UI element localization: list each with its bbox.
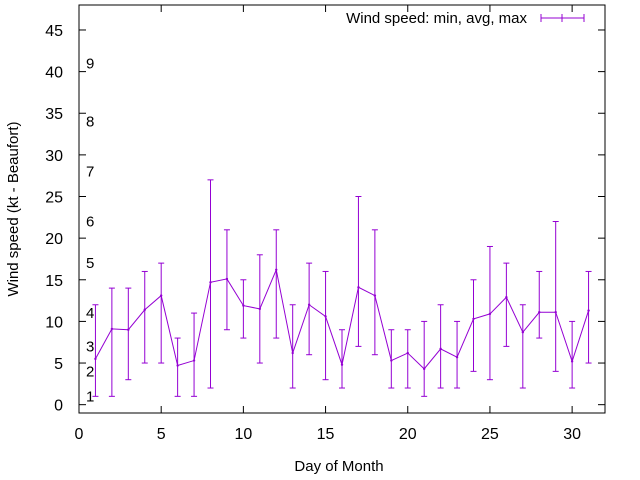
avg-point [505, 296, 508, 299]
avg-point [324, 315, 327, 318]
x-tick-label: 30 [563, 426, 581, 443]
avg-point [538, 311, 541, 314]
avg-point [209, 281, 212, 284]
y-tick-label: 35 [45, 106, 63, 123]
y-tick-label: 40 [45, 65, 63, 82]
avg-point [94, 357, 97, 361]
beaufort-label: 4 [86, 305, 94, 322]
avg-point [307, 303, 311, 306]
avg-point [373, 294, 377, 297]
avg-point [242, 304, 245, 307]
avg-point [357, 286, 360, 289]
beaufort-label: 2 [86, 363, 94, 380]
avg-point [554, 311, 557, 314]
beaufort-label: 8 [86, 114, 94, 131]
y-tick-label: 20 [45, 231, 63, 248]
x-tick-label: 10 [234, 426, 252, 443]
avg-point [488, 312, 492, 316]
legend: Wind speed: min, avg, max [346, 10, 585, 27]
avg-point [455, 356, 459, 359]
avg-point [472, 317, 475, 321]
avg-point [159, 294, 163, 297]
avg-point [127, 328, 130, 331]
avg-point [570, 360, 574, 363]
beaufort-label: 7 [86, 164, 94, 181]
avg-point [587, 309, 590, 312]
avg-point [439, 347, 442, 351]
x-tick-label: 5 [157, 426, 166, 443]
beaufort-label: 9 [86, 55, 94, 72]
y-tick-label: 5 [54, 356, 63, 373]
avg-point [422, 367, 426, 371]
y-tick-label: 30 [45, 148, 63, 165]
y-tick-label: 25 [45, 190, 63, 207]
avg-point [521, 331, 525, 334]
y-tick-label: 0 [54, 398, 63, 415]
avg-point [110, 327, 114, 331]
avg-point [258, 307, 262, 311]
avg-point [143, 308, 146, 311]
avg-point [192, 359, 196, 362]
avg-point [406, 351, 409, 355]
avg-point [275, 268, 278, 271]
x-tick-label: 0 [75, 426, 84, 443]
x-tick-label: 20 [399, 426, 417, 443]
avg-point [390, 359, 393, 362]
beaufort-label: 5 [86, 255, 94, 272]
beaufort-label: 6 [86, 213, 94, 230]
x-axis-title: Day of Month [294, 458, 383, 475]
legend-label: Wind speed: min, avg, max [346, 10, 527, 27]
beaufort-label: 3 [86, 338, 94, 355]
avg-point [225, 277, 229, 281]
avg-point [291, 351, 294, 355]
y-tick-label: 15 [45, 273, 63, 290]
avg-point [340, 363, 344, 366]
avg-point [176, 364, 179, 367]
plot-frame [78, 4, 606, 414]
beaufort-label: 1 [86, 388, 94, 405]
x-tick-label: 25 [481, 426, 499, 443]
y-axis-title: Wind speed (kt - Beaufort) [5, 121, 22, 296]
series-wind-speed [92, 179, 592, 397]
y-tick-label: 10 [45, 314, 63, 331]
y-tick-label: 45 [45, 23, 63, 40]
beaufort-labels: 1 2 3 4 5 6 7 8 9 [86, 55, 94, 405]
x-tick-label: 15 [317, 426, 335, 443]
